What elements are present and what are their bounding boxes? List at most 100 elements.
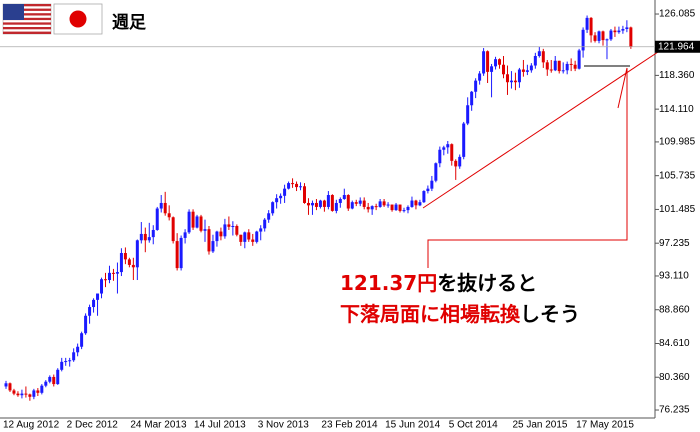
y-tick-label: 88.860 [659,304,690,315]
candle-body [271,202,275,214]
candle-body [601,31,605,41]
candle-body [303,186,306,203]
candle-body [151,229,155,238]
candle-body [613,30,617,33]
candle-body [486,51,490,72]
candle-body [223,224,227,237]
candle-body [227,224,231,227]
candle-body [478,73,482,81]
y-tick-label: 93.110 [659,271,689,282]
candle-body [589,17,593,36]
candle-body [577,50,581,69]
candle-body [175,241,179,269]
candle-body [402,210,406,212]
candle-body [299,186,303,188]
candle-body [490,66,494,72]
x-tick-label: 25 Jan 2015 [512,420,567,431]
y-tick-label: 118.360 [659,70,695,81]
candle-body [183,232,187,238]
chart-title: 週足 [112,13,146,33]
candle-body [414,200,418,206]
candle-body [370,206,374,210]
annotation-text: を抜けると [437,271,537,295]
candle-body [68,360,72,362]
candle-body [287,183,291,189]
candle-body [231,225,235,227]
candle-body [549,69,553,71]
candle-body [430,180,434,189]
last-price-box [655,40,700,53]
candle-body [509,80,513,83]
candle-body [123,253,127,260]
candle-body [450,144,454,161]
candle-body [143,233,147,241]
candle-body [585,17,589,30]
us-flag [2,3,52,35]
candle-body [382,201,386,206]
candle-body [374,206,378,208]
candle-body [72,352,76,361]
candle-body [111,272,115,274]
candle-body [474,80,478,92]
candle-body [314,202,318,207]
candle-body [12,390,16,394]
candle-body [553,60,557,71]
candle-body [64,361,68,363]
candle-body [362,200,366,207]
candle-body [119,253,123,273]
candle-body [283,188,287,196]
candle-body [533,56,537,66]
x-tick-label: 2 Dec 2012 [67,420,119,431]
candle-body [84,315,88,334]
candle-body [139,233,143,241]
candle-body [291,183,295,185]
candle-body [334,202,338,211]
candle-body [529,65,533,71]
candle-body [76,346,80,353]
candle-body [378,201,382,207]
annotation-text: 121.37 [340,271,417,295]
candle-body [310,202,314,206]
candle-body [80,333,84,347]
y-tick-label: 109.985 [659,137,696,148]
candle-body [247,232,251,240]
candle-body [442,147,446,150]
x-tick-label: 15 Jun 2014 [385,420,440,431]
candle-body [494,59,498,67]
candle-body [517,69,521,83]
x-tick-label: 23 Feb 2014 [321,420,378,431]
candle-body [565,63,569,71]
annotation-line: 121.37円を抜けると [340,271,537,295]
candle-body [263,219,267,229]
x-tick-label: 12 Aug 2012 [3,420,60,431]
candle-body [502,64,505,75]
candle-body [52,376,56,385]
y-tick-label: 126.085 [659,9,696,20]
candle-body [207,229,211,252]
candle-body [386,204,390,206]
candle-body [422,191,426,203]
annotation-text: 円 [417,271,437,295]
plot [0,15,655,401]
candle-body [147,237,151,241]
candle-body [581,29,585,51]
candle-body [104,279,107,281]
candle-body [541,51,545,63]
candle-body [609,30,613,40]
x-tick-label: 24 Mar 2013 [130,420,187,431]
candle-body [251,239,255,242]
x-tick-label: 3 Nov 2013 [258,420,310,431]
candle-body [199,216,203,231]
candle-body [434,163,438,181]
callout-pointer [617,67,628,109]
candle-body [561,70,565,72]
candle-body [330,195,334,211]
candle-body [40,385,44,393]
candle-body [426,188,430,192]
x-tick-label: 14 Jul 2013 [194,420,246,431]
candle-body [88,307,92,316]
candle-body [513,80,517,83]
x-tick-label: 17 May 2015 [576,420,634,431]
annotation-text: しそう [520,302,580,326]
